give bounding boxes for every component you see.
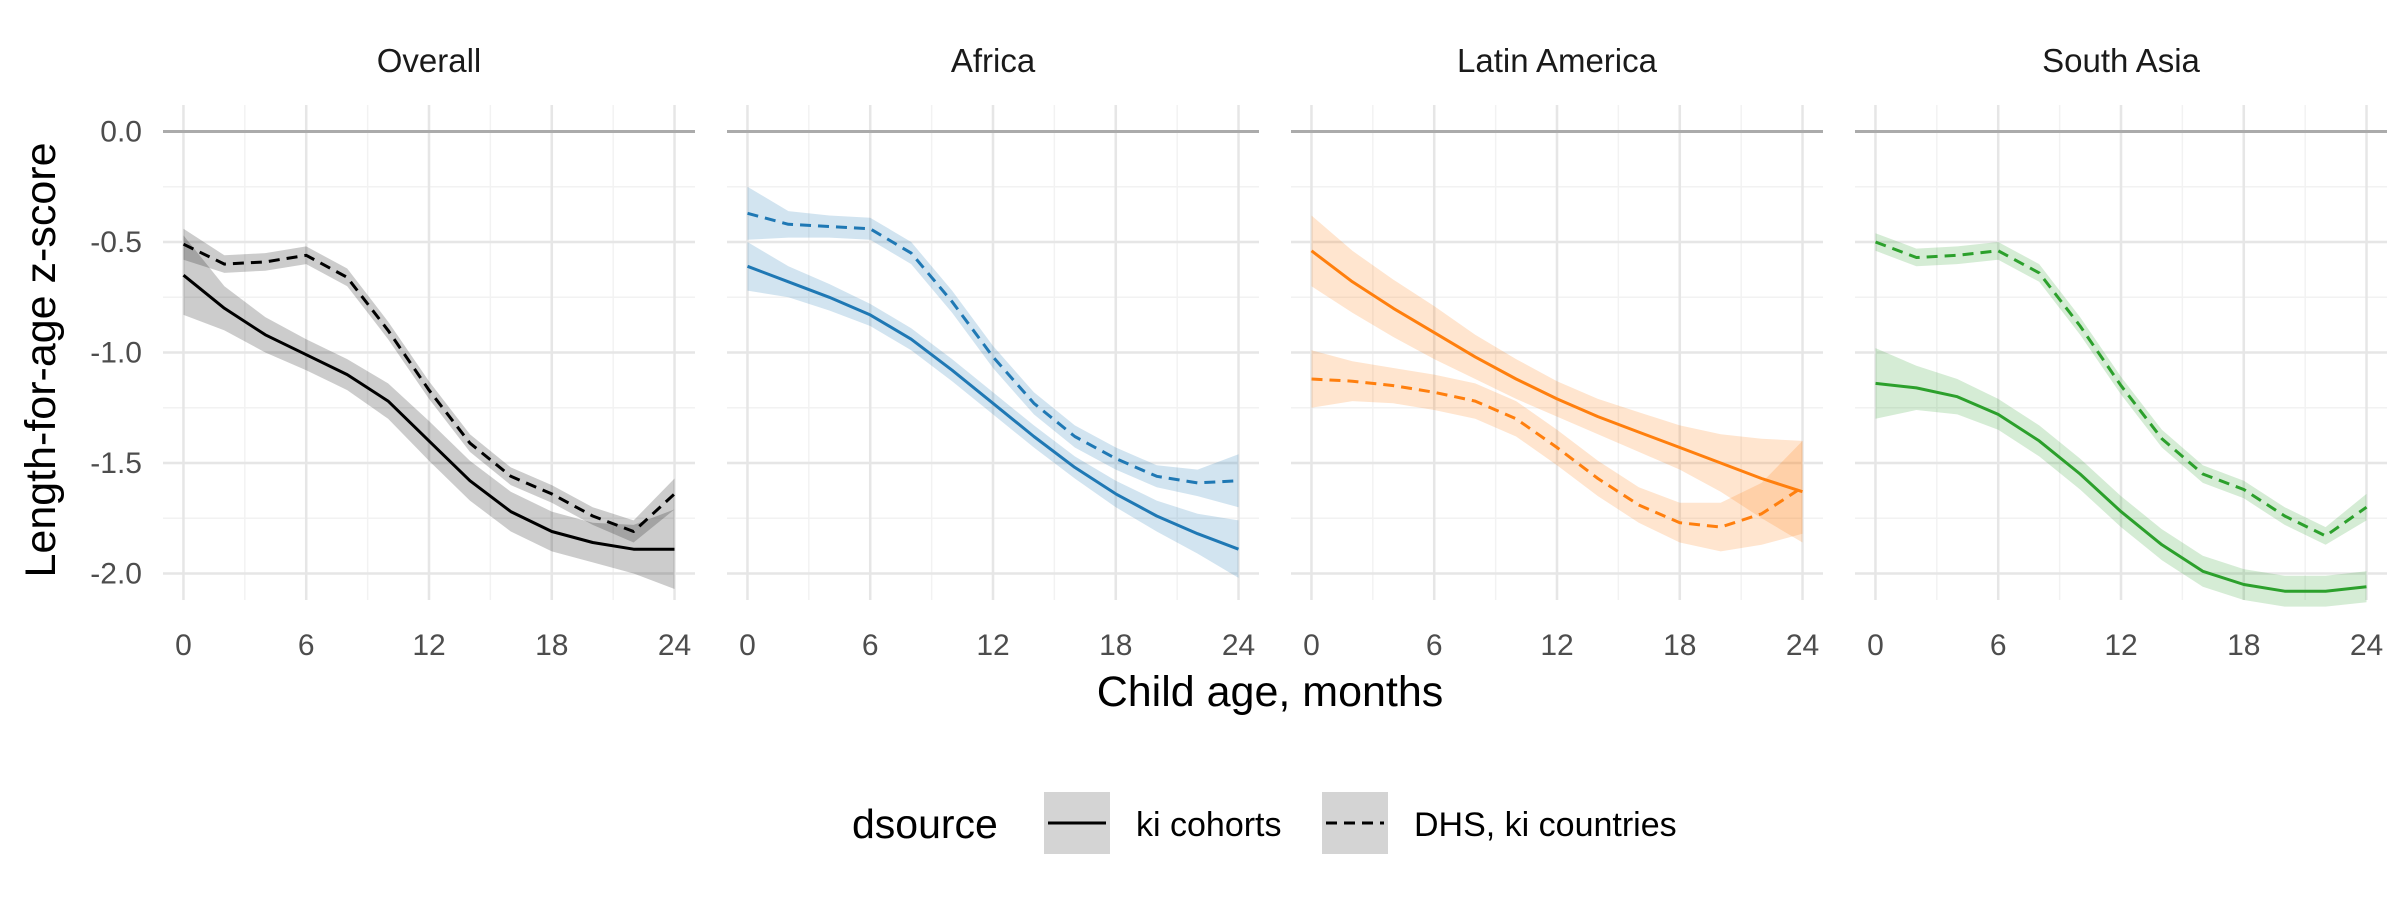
confidence-band-ki-cohorts <box>1875 348 2367 607</box>
y-tick-label: -0.5 <box>90 226 142 259</box>
legend-key-ki-cohorts <box>1044 792 1110 854</box>
legend-label-ki-cohorts: ki cohorts <box>1136 806 1282 844</box>
legend: dsource ki cohorts DHS, ki countries <box>852 792 1677 854</box>
x-tick-label: 12 <box>1540 629 1573 662</box>
panel-africa: Africa 0 6 12 18 24 <box>727 42 1259 662</box>
y-tick-label: 0.0 <box>100 116 142 149</box>
confidence-band-dhs-ki-countries <box>747 186 1239 508</box>
legend-key-dhs <box>1322 792 1388 854</box>
x-tick-label: 6 <box>298 629 315 662</box>
panel-title-latin-america: Latin America <box>1457 42 1658 79</box>
y-tick-label: -2.0 <box>90 557 142 590</box>
x-tick-label: 6 <box>862 629 879 662</box>
series-line-ki-cohorts <box>1310 249 1803 494</box>
x-tick-label: 24 <box>1786 629 1819 662</box>
panel-title-south-asia: South Asia <box>2042 42 2200 79</box>
panel-south-asia: South Asia 0 6 12 18 24 <box>1855 42 2387 662</box>
legend-label-dhs: DHS, ki countries <box>1414 806 1677 844</box>
y-tick-label: -1.5 <box>90 447 142 480</box>
x-tick-label: 0 <box>739 629 756 662</box>
x-axis-title: Child age, months <box>1097 668 1444 716</box>
series-line-dhs-ki-countries <box>182 242 676 533</box>
y-tick-label: -1.0 <box>90 337 142 370</box>
legend-title: dsource <box>852 801 998 847</box>
x-tick-label: 18 <box>1099 629 1132 662</box>
series-line-ki-cohorts <box>746 264 1240 551</box>
confidence-band-dhs-ki-countries <box>183 228 675 543</box>
panel-title-overall: Overall <box>377 42 482 79</box>
panel-overall: Overall 0 6 12 18 24 <box>163 42 695 662</box>
panel-title-africa: Africa <box>951 42 1036 79</box>
x-tick-label: 12 <box>412 629 445 662</box>
x-tick-label: 6 <box>1990 629 2007 662</box>
x-tick-label: 0 <box>1867 629 1884 662</box>
confidence-band-ki-cohorts <box>183 235 675 589</box>
x-tick-label: 6 <box>1426 629 1443 662</box>
x-tick-label: 12 <box>2104 629 2137 662</box>
series-line-ki-cohorts <box>182 274 675 551</box>
confidence-band-dhs-ki-countries <box>1875 233 2367 545</box>
series-line-dhs-ki-countries <box>1311 377 1804 529</box>
x-tick-label: 0 <box>1303 629 1320 662</box>
series-line-dhs-ki-countries <box>1874 240 2368 538</box>
x-tick-label: 24 <box>1222 629 1255 662</box>
confidence-band-ki-cohorts <box>1311 215 1803 543</box>
confidence-band-dhs-ki-countries <box>1311 350 1803 552</box>
panel-latin-america: Latin America 0 6 12 18 24 <box>1291 42 1823 662</box>
x-tick-label: 18 <box>1663 629 1696 662</box>
x-tick-label: 18 <box>535 629 568 662</box>
x-tick-label: 0 <box>175 629 192 662</box>
x-tick-label: 24 <box>2350 629 2383 662</box>
x-tick-label: 18 <box>2227 629 2260 662</box>
x-tick-label: 24 <box>658 629 691 662</box>
series-line-dhs-ki-countries <box>747 211 1239 485</box>
series-line-ki-cohorts <box>1875 381 2367 593</box>
x-tick-label: 12 <box>976 629 1009 662</box>
y-axis-title: Length-for-age z-score <box>17 143 65 578</box>
